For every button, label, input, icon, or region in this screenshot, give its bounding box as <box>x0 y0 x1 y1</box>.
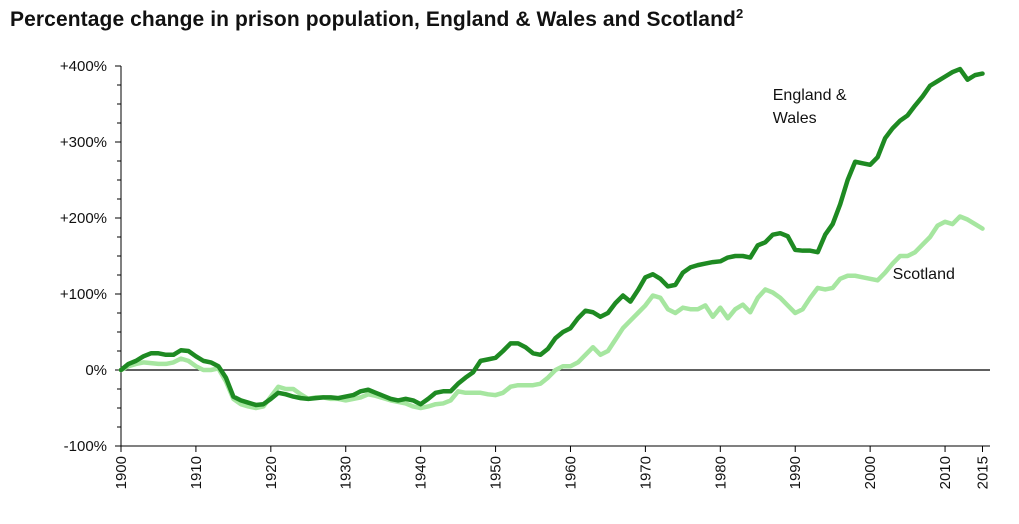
x-tick-label: 1920 <box>263 456 280 489</box>
y-tick-label: +200% <box>60 210 107 227</box>
x-tick-label: 1990 <box>787 456 804 489</box>
x-tick-label: 1950 <box>488 456 505 489</box>
series-label-england-wales: England & Wales <box>773 87 847 127</box>
series-line-scotland <box>118 214 985 411</box>
x-axis: 1900 1910 1920 1930 1940 1950 1960 1970 1980 1990… <box>113 445 992 489</box>
series-lines <box>118 66 985 411</box>
x-tick-label: 2015 <box>975 456 992 489</box>
chart-title-text: Percentage change in prison population, … <box>10 8 736 31</box>
x-tick-label: 1980 <box>712 456 729 489</box>
y-tick-label: -100% <box>64 438 107 455</box>
x-tick-label: 1940 <box>413 456 430 489</box>
chart-title: Percentage change in prison population, … <box>10 6 744 32</box>
x-tick-label: 1960 <box>562 456 579 489</box>
y-tick-label: +400% <box>60 58 107 75</box>
y-axis: +400% +300% +200% +100% 0% -100% <box>60 58 122 455</box>
x-tick-label: 2010 <box>937 456 954 489</box>
y-tick-label: +300% <box>60 134 107 151</box>
series-label-scotland: Scotland <box>893 266 955 283</box>
x-tick-label: 1910 <box>188 456 205 489</box>
x-tick-label: 1900 <box>113 456 130 489</box>
x-tick-label: 2000 <box>862 456 879 489</box>
y-tick-label: 0% <box>85 362 107 379</box>
y-tick-label: +100% <box>60 286 107 303</box>
series-labels: Scotland England & Wales <box>773 87 955 283</box>
chart-title-footnote: 2 <box>735 6 744 21</box>
series-line-england-wales <box>118 66 985 408</box>
x-tick-label: 1970 <box>637 456 654 489</box>
x-tick-label: 1930 <box>338 456 355 489</box>
